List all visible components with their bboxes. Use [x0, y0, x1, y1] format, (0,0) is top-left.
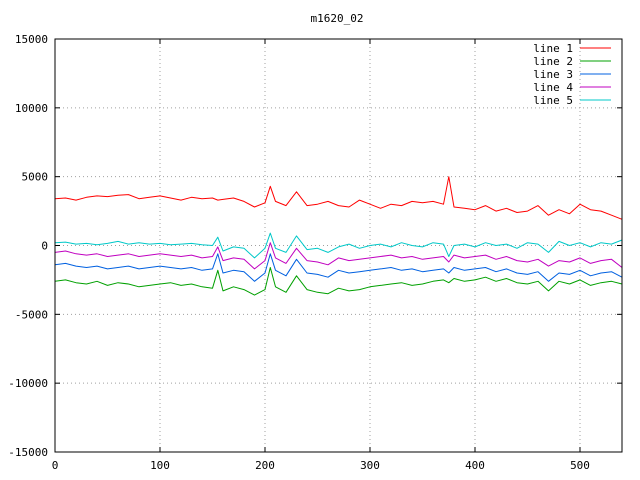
- legend-label: line 5: [533, 94, 573, 107]
- x-tick-label: 300: [360, 459, 380, 472]
- x-tick-label: 100: [150, 459, 170, 472]
- legend-label: line 4: [533, 81, 573, 94]
- y-tick-label: 10000: [15, 102, 48, 115]
- series-line-3: [54, 253, 623, 282]
- x-tick-label: 200: [255, 459, 275, 472]
- y-tick-label: -15000: [8, 446, 48, 459]
- chart-title: m1620_02: [311, 12, 364, 25]
- axis-ticks: -15000 -10000 -5000 0 5000 10000 15000 0 100 200 3…: [8, 33, 622, 472]
- x-tick-label: 500: [570, 459, 590, 472]
- y-tick-label: -10000: [8, 377, 48, 390]
- y-tick-label: 15000: [15, 33, 48, 46]
- y-tick-label: -5000: [15, 308, 48, 321]
- x-tick-label: 0: [52, 459, 59, 472]
- series-line-1: [54, 176, 623, 220]
- series-line-5: [54, 232, 623, 259]
- plot-area: [54, 176, 623, 296]
- legend-label: line 1: [533, 42, 573, 55]
- legend-label: line 2: [533, 55, 573, 68]
- x-tick-label: 400: [465, 459, 485, 472]
- y-tick-label: 0: [41, 240, 48, 253]
- series-line-2: [54, 267, 623, 296]
- y-tick-label: 5000: [22, 171, 49, 184]
- grid: [55, 39, 622, 452]
- legend-label: line 3: [533, 68, 573, 81]
- series-line-4: [54, 242, 623, 270]
